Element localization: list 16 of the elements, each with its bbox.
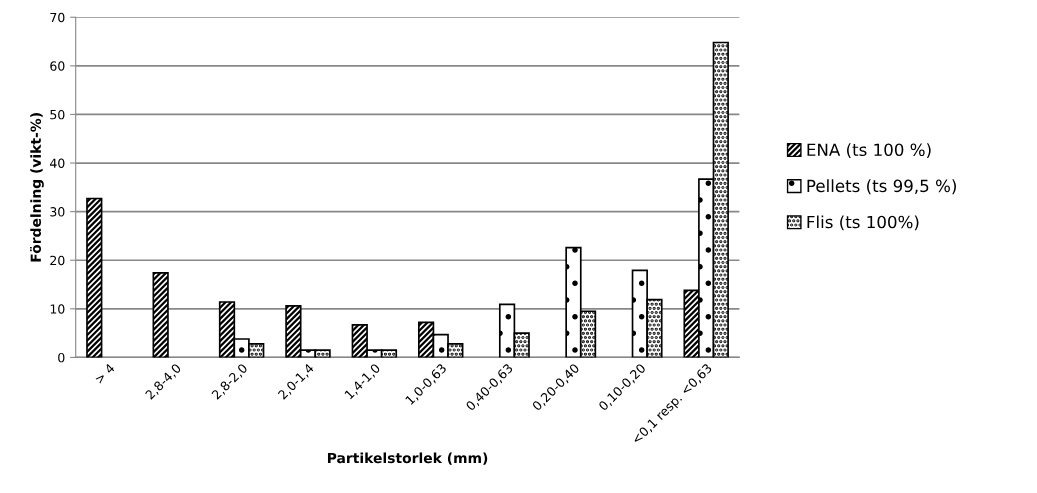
bar [86, 197, 103, 358]
y-tick-label: 30 [50, 207, 65, 217]
legend-label: Flis (ts 100%) [807, 215, 919, 231]
y-tick-label: 60 [50, 61, 65, 71]
y-tick-label: 40 [49, 158, 65, 168]
bar [152, 272, 169, 358]
legend-label: ENA (ts 100 %) [807, 143, 931, 159]
y-tick-label: 10 [50, 304, 65, 314]
y-tick-label: 0 [58, 352, 65, 363]
y-tick-label: 70 [50, 12, 65, 23]
x-tick-label: > 4 [94, 363, 116, 384]
y-axis-title: Fördelning (vikt-%) [30, 113, 44, 262]
legend-label: Pellets (ts 99,5 %) [807, 179, 956, 195]
y-tick-label: 50 [50, 109, 65, 120]
x-axis-title: Partikelstorlek (mm) [327, 452, 488, 465]
y-tick-label: 20 [50, 255, 65, 266]
